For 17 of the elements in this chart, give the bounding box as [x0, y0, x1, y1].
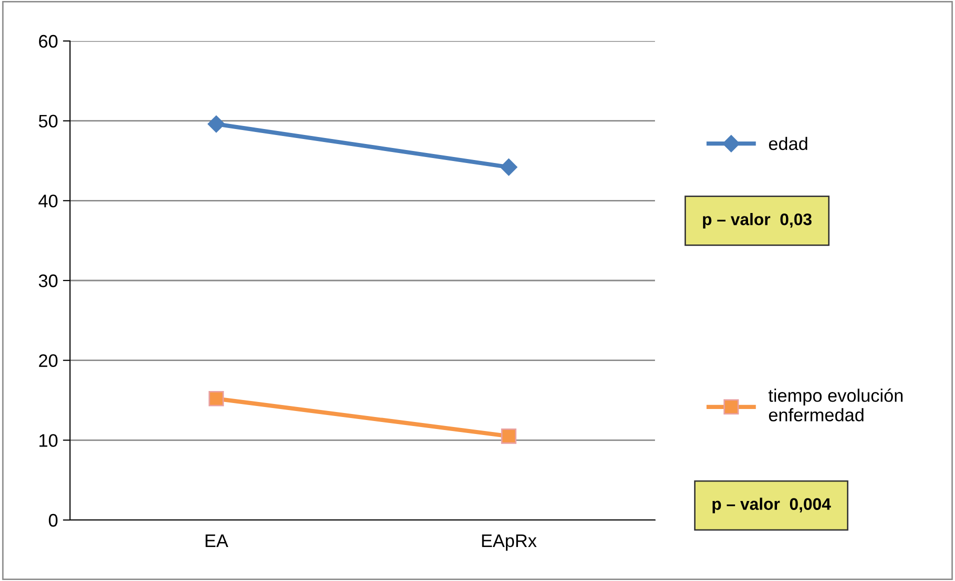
point [208, 115, 225, 133]
x-tick-label: EApRx [482, 534, 537, 551]
legend-label: edad [768, 136, 808, 150]
y-tick-label: 30 [38, 274, 58, 288]
y-tick-label: 10 [39, 434, 58, 447]
x-tick-label: EA [206, 534, 228, 547]
y-tick-label: 60 [39, 34, 58, 48]
point [501, 428, 516, 444]
y-tick-label: 20 [39, 354, 58, 368]
y-tick-label: 0 [48, 514, 58, 527]
y-tick-label: 50 [38, 114, 58, 128]
text: p – valor 0,03 [703, 213, 812, 229]
y-tick-label: 40 [38, 194, 58, 208]
text: p – valor 0,004 [712, 498, 831, 514]
point [500, 158, 518, 176]
point [208, 391, 224, 406]
legend-label: tiempo evolución enfermedad [768, 388, 903, 422]
